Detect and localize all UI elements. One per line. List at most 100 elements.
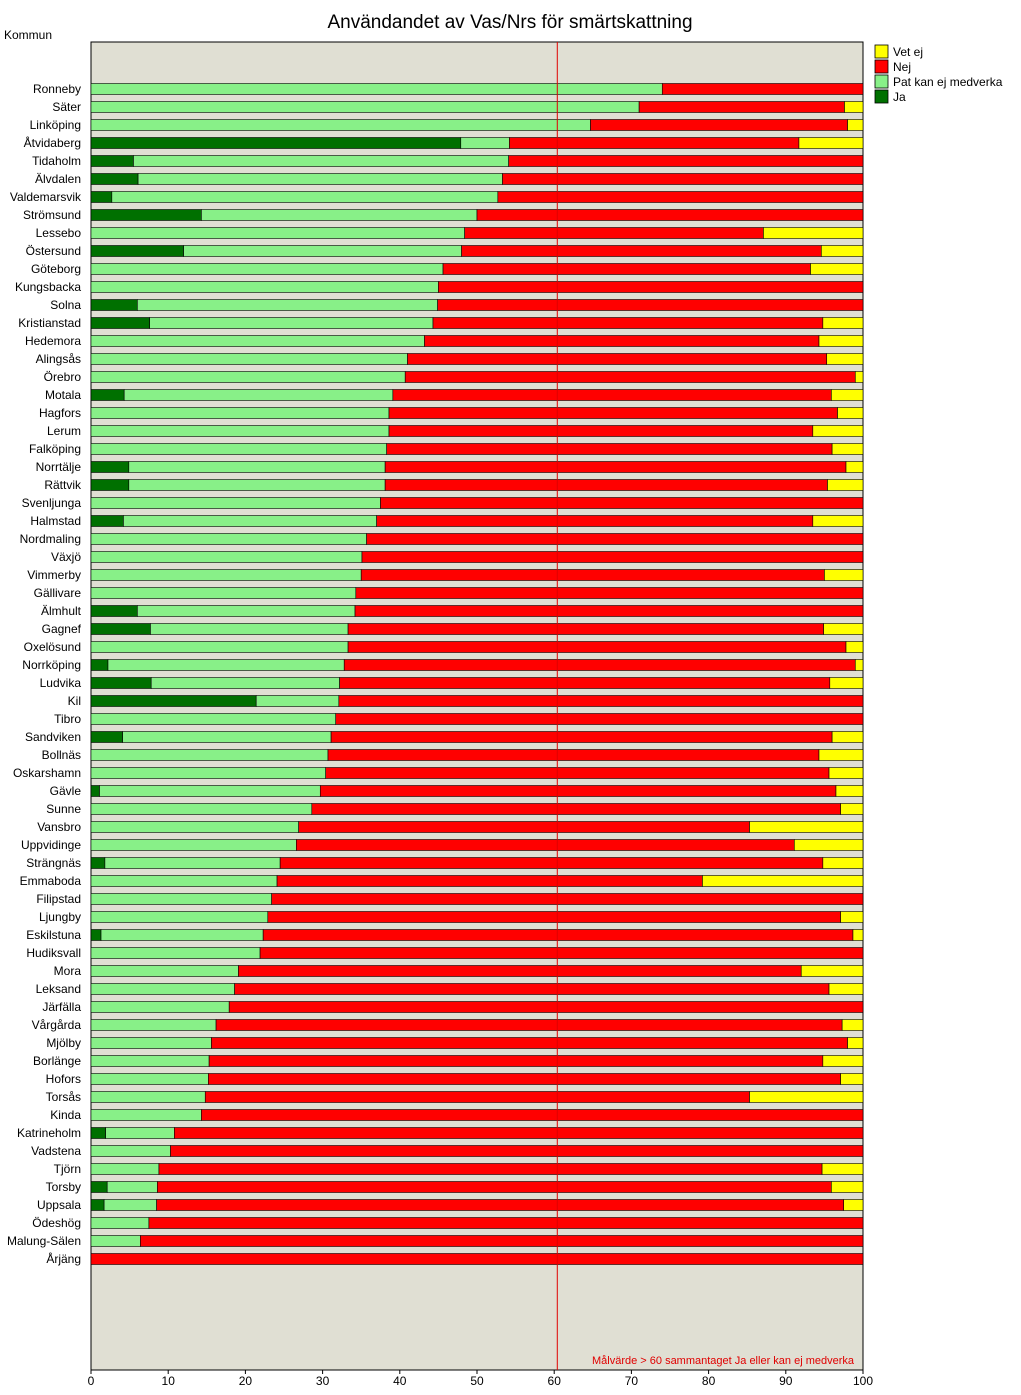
bar-solna-pat-kan-ej-medverka (137, 299, 438, 311)
bar-mjolby-vet-ej (847, 1037, 864, 1049)
bar-kil-ja (90, 695, 257, 707)
bar-vimmerby-nej (360, 569, 825, 581)
bar-strangnas-ja (90, 857, 106, 869)
category-label: Valdemarsvik (10, 190, 82, 204)
bar-solna-nej (437, 299, 864, 311)
category-label: Järfälla (42, 1000, 81, 1014)
category-label: Borlänge (33, 1054, 81, 1068)
bar-vansbro-pat-kan-ej-medverka (90, 821, 299, 833)
bar-leksand-vet-ej (828, 983, 864, 995)
bar-tibro-nej (335, 713, 864, 725)
bar-norrtalje-nej (384, 461, 847, 473)
bar-torsas-pat-kan-ej-medverka (90, 1091, 206, 1103)
bar-gagnef-ja (90, 623, 151, 635)
bar-ostersund-vet-ej (821, 245, 864, 257)
category-label: Filipstad (36, 892, 81, 906)
bar-vansbro-vet-ej (749, 821, 864, 833)
bar-arjang-nej (90, 1253, 864, 1265)
bar-strangnas-nej (279, 857, 824, 869)
legend-label-vet-ej: Vet ej (893, 45, 923, 59)
x-tick-label: 60 (548, 1374, 562, 1388)
category-label: Gagnef (42, 622, 82, 636)
bar-torsby-pat-kan-ej-medverka (106, 1181, 158, 1193)
category-label: Katrineholm (17, 1126, 81, 1140)
bar-norrtalje-ja (90, 461, 130, 473)
category-label: Mora (54, 964, 82, 978)
category-label: Torsby (46, 1180, 81, 1194)
bar-almhult-nej (354, 605, 864, 617)
category-label: Ludvika (40, 676, 82, 690)
bar-vadstena-nej (170, 1145, 864, 1157)
bar-sunne-nej (311, 803, 841, 815)
bar-vansbro-nej (298, 821, 750, 833)
target-line-group: Målvärde > 60 sammantaget Ja eller kan e… (556, 42, 855, 1370)
bar-kungsbacka-pat-kan-ej-medverka (90, 281, 439, 293)
bar-hudiksvall-nej (259, 947, 864, 959)
bar-hofors-nej (208, 1073, 841, 1085)
bar-ljungby-vet-ej (840, 911, 864, 923)
bar-ludvika-pat-kan-ej-medverka (150, 677, 340, 689)
bar-falkoping-vet-ej (831, 443, 864, 455)
category-label: Älmhult (41, 604, 82, 618)
bar-motala-nej (392, 389, 832, 401)
bar-rattvik-ja (90, 479, 130, 491)
bar-motala-ja (90, 389, 125, 401)
x-tick-label: 50 (470, 1374, 484, 1388)
category-label: Hedemora (25, 334, 81, 348)
legend-swatch-vet-ej (874, 44, 889, 59)
category-label: Örebro (44, 370, 82, 384)
bar-atvidaberg-nej (509, 137, 800, 149)
target-line-label: Målvärde > 60 sammantaget Ja eller kan e… (592, 1355, 855, 1367)
legend-label-pat-kan-ej-medverka: Pat kan ej medverka (893, 75, 1003, 89)
category-label: Bollnäs (42, 748, 81, 762)
category-label: Sandviken (25, 730, 81, 744)
bar-halmstad-pat-kan-ej-medverka (123, 515, 377, 527)
bar-gavle-nej (319, 785, 837, 797)
bar-stromsund-ja (90, 209, 202, 221)
bar-nordmaling-pat-kan-ej-medverka (90, 533, 367, 545)
bar-gallivare-nej (355, 587, 864, 599)
category-label: Mjölby (46, 1036, 81, 1050)
bar-torsby-nej (157, 1181, 832, 1193)
bar-filipstad-pat-kan-ej-medverka (90, 893, 272, 905)
bar-alvdalen-nej (502, 173, 864, 185)
x-tick-label: 100 (853, 1374, 873, 1388)
category-label: Strängnäs (26, 856, 81, 870)
bar-hedemora-pat-kan-ej-medverka (90, 335, 425, 347)
bar-ludvika-vet-ej (829, 677, 864, 689)
bar-vargarda-nej (215, 1019, 843, 1031)
bar-mjolby-nej (211, 1037, 848, 1049)
bar-ludvika-ja (90, 677, 152, 689)
bar-ludvika-nej (339, 677, 831, 689)
chart-title: Användandet av Vas/Nrs för smärtskattnin… (327, 12, 692, 33)
bar-almhult-pat-kan-ej-medverka (137, 605, 356, 617)
bar-ronneby-pat-kan-ej-medverka (90, 83, 663, 95)
category-label: Årjäng (46, 1251, 81, 1266)
bar-borlange-nej (208, 1055, 824, 1067)
bar-atvidaberg-ja (90, 137, 462, 149)
x-tick-label: 90 (779, 1374, 793, 1388)
bar-mjolby-pat-kan-ej-medverka (90, 1037, 212, 1049)
bar-strangnas-vet-ej (822, 857, 864, 869)
category-label: Oskarshamn (13, 766, 81, 780)
bar-svenljunga-nej (380, 497, 864, 509)
bar-malung-salen-pat-kan-ej-medverka (90, 1235, 141, 1247)
bar-linkoping-nej (590, 119, 848, 131)
bar-ostersund-nej (461, 245, 822, 257)
bar-orebro-vet-ej (854, 371, 864, 383)
bar-stromsund-pat-kan-ej-medverka (201, 209, 478, 221)
x-tick-label: 40 (393, 1374, 407, 1388)
bar-uppvidinge-nej (296, 839, 795, 851)
category-label: Vansbro (37, 820, 81, 834)
bar-lerum-pat-kan-ej-medverka (90, 425, 390, 437)
bar-hofors-pat-kan-ej-medverka (90, 1073, 209, 1085)
bar-eskilstuna-pat-kan-ej-medverka (100, 929, 264, 941)
bar-ostersund-ja (90, 245, 184, 257)
category-label: Oxelösund (24, 640, 81, 654)
category-label: Linköping (30, 118, 81, 132)
bar-jarfalla-pat-kan-ej-medverka (90, 1001, 230, 1013)
category-label: Halmstad (30, 514, 81, 528)
bar-emmaboda-nej (276, 875, 703, 887)
category-label: Kristianstad (18, 316, 81, 330)
category-label: Gävle (50, 784, 82, 798)
